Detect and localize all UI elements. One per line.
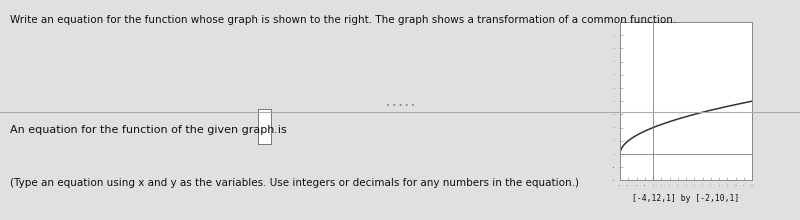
Text: .: .	[274, 125, 278, 135]
Text: Write an equation for the function whose graph is shown to the right. The graph : Write an equation for the function whose…	[10, 15, 676, 25]
Text: An equation for the function of the given graph is: An equation for the function of the give…	[10, 125, 286, 135]
Text: (Type an equation using x and y as the variables. Use integers or decimals for a: (Type an equation using x and y as the v…	[10, 178, 578, 188]
Text: [-4,12,1] by [-2,10,1]: [-4,12,1] by [-2,10,1]	[632, 194, 740, 203]
Text: • • • • •: • • • • •	[386, 103, 414, 109]
